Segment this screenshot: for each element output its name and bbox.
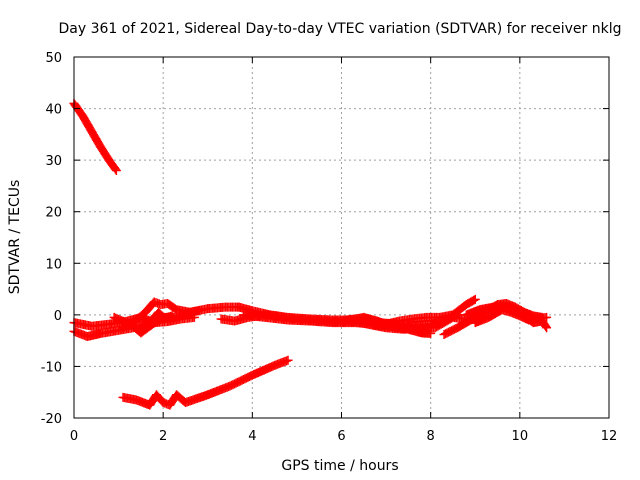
series-arc-10 (341, 294, 480, 329)
axis-ticks: 0 2 4 6 8 10 12 -20 -10 0 10 20 30 40 50 (41, 51, 618, 444)
grid-lines (74, 57, 609, 418)
y-tick-label--10: -10 (41, 360, 62, 375)
x-tick-label-0: 0 (70, 429, 78, 444)
series-arc-6 (118, 355, 293, 410)
y-tick-label-50: 50 (45, 51, 62, 66)
x-tick-label-8: 8 (427, 429, 435, 444)
y-tick-label-30: 30 (45, 154, 62, 169)
series-arc-5 (109, 311, 177, 338)
x-tick-label-2: 2 (159, 429, 167, 444)
x-tick-label-6: 6 (337, 429, 345, 444)
chart-title: Day 361 of 2021, Sidereal Day-to-day VTE… (59, 21, 622, 37)
data-point (470, 294, 480, 304)
data-point (542, 312, 552, 322)
y-tick-label-20: 20 (45, 206, 62, 221)
data-point (194, 306, 204, 316)
data-point (469, 295, 479, 305)
x-tick-label-10: 10 (512, 429, 529, 444)
series-arc-1 (69, 98, 121, 175)
data-point (167, 311, 177, 321)
x-axis-label: GPS time / hours (281, 458, 398, 474)
data-point (542, 323, 552, 333)
y-tick-label-0: 0 (54, 309, 62, 324)
series-arc-4 (118, 297, 204, 333)
data-points (69, 98, 552, 410)
x-tick-label-4: 4 (248, 429, 256, 444)
data-point (426, 328, 436, 338)
data-point (111, 165, 121, 175)
y-tick-label--20: -20 (41, 412, 62, 427)
y-tick-label-10: 10 (45, 257, 62, 272)
y-axis-label: SDTVAR / TECUs (7, 180, 23, 295)
data-point (110, 164, 120, 174)
data-point (283, 355, 293, 365)
x-tick-label-12: 12 (601, 429, 618, 444)
data-point (541, 321, 551, 331)
series-arc-13 (470, 305, 552, 328)
y-tick-label-40: 40 (45, 103, 62, 118)
